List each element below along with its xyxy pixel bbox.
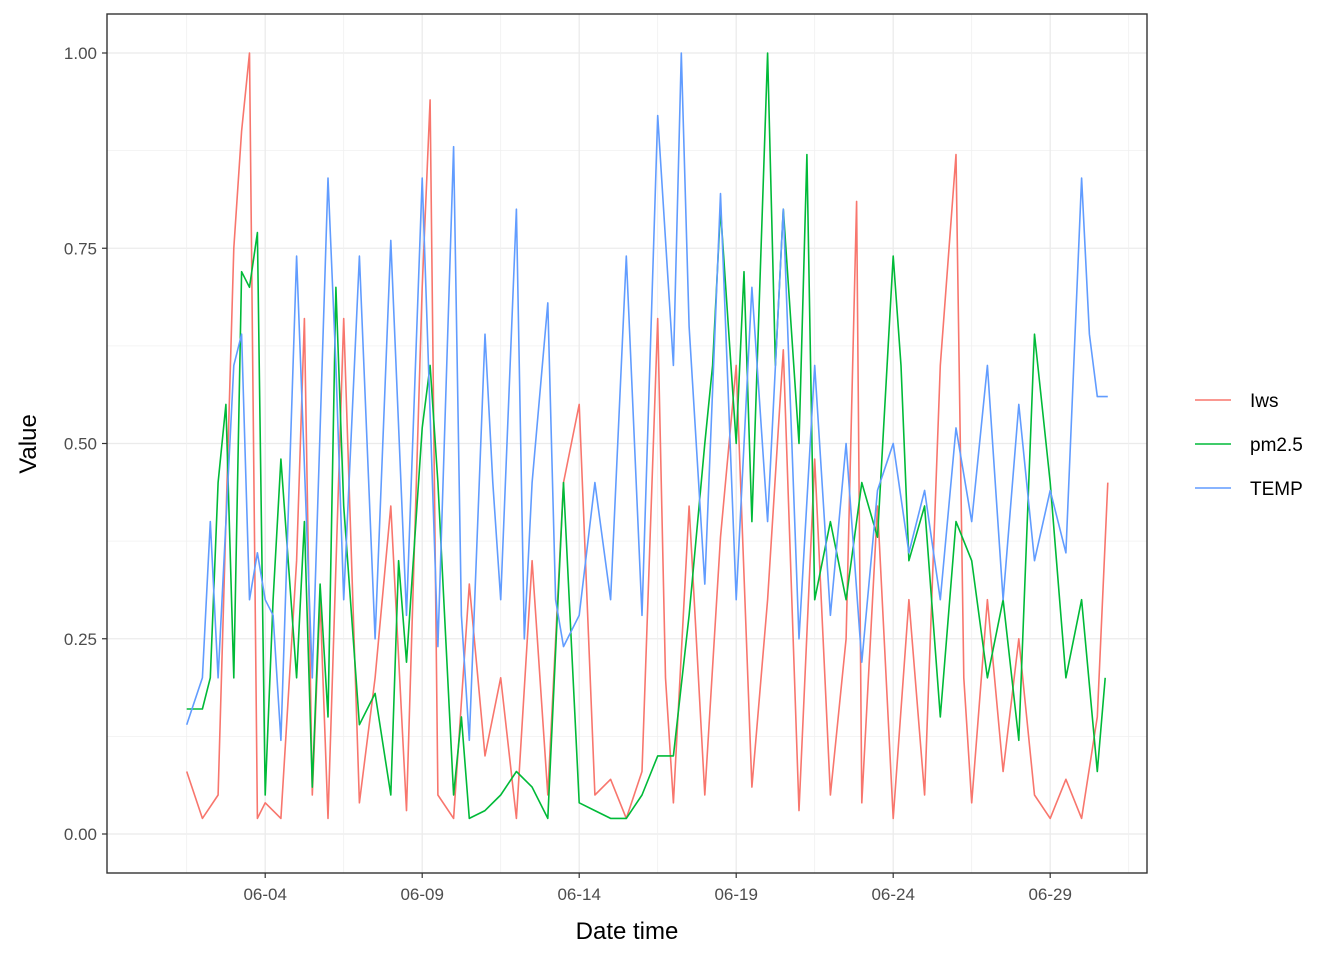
- x-tick-label: 06-19: [714, 885, 757, 904]
- y-tick-label: 1.00: [64, 44, 97, 63]
- x-axis-title: Date time: [576, 918, 679, 945]
- y-tick-label: 0.25: [64, 630, 97, 649]
- y-tick-label: 0.50: [64, 435, 97, 454]
- y-axis-title: Value: [15, 414, 42, 474]
- x-tick-label: 06-24: [871, 885, 914, 904]
- x-tick-label: 06-04: [243, 885, 286, 904]
- legend-label: Iws: [1250, 391, 1279, 412]
- series-line-pm25: [186, 52, 1106, 820]
- legend-label: TEMP: [1250, 479, 1303, 500]
- y-tick-label: 0.00: [64, 825, 97, 844]
- grid-lines: [107, 14, 1147, 873]
- x-axis: 06-04 06-09 06-14 06-19 06-24 06-29: [243, 873, 1072, 904]
- legend-label: pm2.5: [1250, 435, 1303, 456]
- series-lines: [185, 52, 1109, 820]
- y-axis: 0.00 0.25 0.50 0.75 1.00: [64, 44, 107, 844]
- y-tick-label: 0.75: [64, 239, 97, 258]
- x-tick-label: 06-29: [1028, 885, 1071, 904]
- legend: Iws pm2.5 TEMP: [1195, 391, 1303, 500]
- series-line-temp: [185, 52, 1108, 742]
- x-tick-label: 06-09: [400, 885, 443, 904]
- x-tick-label: 06-14: [557, 885, 600, 904]
